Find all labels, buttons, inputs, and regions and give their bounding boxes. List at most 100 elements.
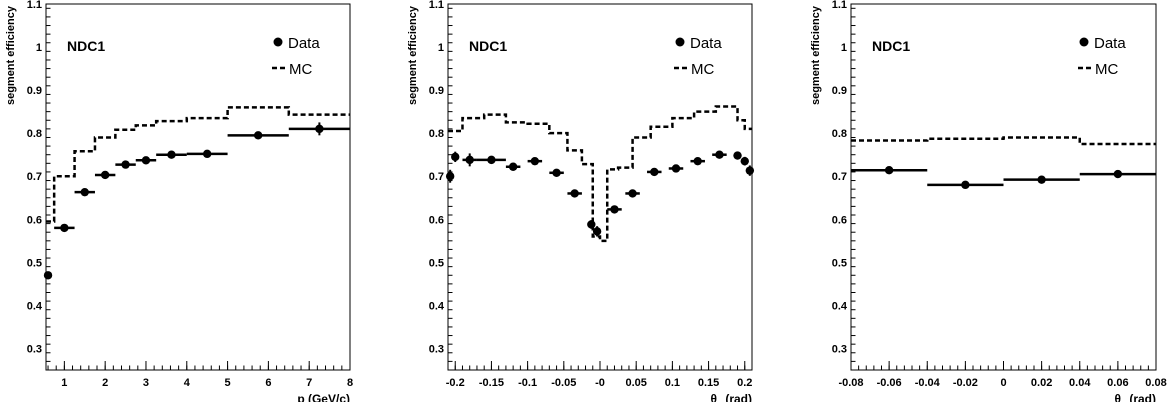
x-tick-label: -0 (595, 377, 605, 389)
data-point (570, 189, 579, 198)
data-point (628, 189, 637, 198)
data-point (202, 149, 212, 159)
data-point (592, 227, 602, 236)
x-axis-title-main: θ (1114, 392, 1121, 402)
x-tick-label: 0.06 (1107, 377, 1128, 389)
x-axis-title-unit: (rad) (722, 392, 752, 402)
data-point (715, 150, 724, 159)
x-tick-label: 3 (143, 377, 149, 389)
data-point (451, 152, 460, 162)
x-tick-label: 0.02 (1031, 377, 1052, 389)
x-tick-label: 0.2 (737, 377, 752, 389)
data-point (740, 156, 749, 166)
legend-data-marker (1079, 37, 1089, 47)
y-tick-label: 1 (841, 42, 847, 54)
x-tick-label: 8 (347, 377, 353, 389)
legend-data-label: Data (288, 35, 320, 52)
x-tick-label: 0.08 (1145, 377, 1166, 389)
x-tick-label: 0 (1000, 377, 1006, 389)
y-tick-label: 0.6 (429, 214, 444, 226)
data-point (552, 168, 561, 177)
data-point (693, 156, 702, 166)
x-tick-label: 5 (225, 377, 231, 389)
data-point (445, 172, 455, 181)
y-tick-label: 0.3 (27, 343, 42, 355)
data-point (1037, 175, 1046, 184)
y-tick-label: 0.5 (429, 257, 444, 269)
data-point (610, 205, 619, 214)
y-tick-label: 0.5 (832, 257, 847, 269)
data-point (1113, 169, 1123, 179)
panel-label: NDC1 (67, 38, 105, 54)
data-point (465, 155, 474, 165)
data-point (650, 167, 659, 177)
y-tick-label: 0.8 (429, 128, 444, 140)
data-point (487, 155, 496, 165)
x-tick-label: 7 (306, 377, 312, 389)
x-tick-label: -0.1 (518, 377, 537, 389)
y-tick-label: 1.1 (429, 0, 444, 11)
x-tick-label: 0.05 (625, 377, 646, 389)
data-point (60, 223, 69, 233)
legend-data-label: Data (690, 35, 722, 52)
x-tick-label: -0.05 (551, 377, 576, 389)
x-tick-label: -0.02 (953, 377, 978, 389)
panel-label: NDC1 (469, 38, 507, 54)
legend-data-label: Data (1094, 35, 1126, 52)
panel-label: NDC1 (872, 38, 910, 54)
plot-frame (850, 3, 1157, 371)
y-tick-label: 0.6 (832, 214, 847, 226)
data-point (100, 170, 110, 180)
y-tick-label: 0.3 (832, 343, 847, 355)
y-tick-label: 0.4 (27, 300, 43, 312)
data-point (315, 124, 324, 134)
y-tick-label: 0.7 (429, 171, 444, 183)
x-axis-title-main: p (GeV/c) (297, 392, 350, 402)
data-point (253, 131, 263, 140)
x-tick-label: 2 (102, 377, 108, 389)
y-tick-label: 0.3 (429, 343, 444, 355)
legend-mc-label: MC (1095, 61, 1118, 78)
x-tick-label: -0.15 (479, 377, 504, 389)
y-tick-label: 0.8 (27, 128, 42, 140)
x-tick-label: 0.15 (698, 377, 719, 389)
x-tick-label: 0.04 (1069, 377, 1091, 389)
data-point (121, 160, 130, 169)
y-tick-label: 0.6 (27, 214, 42, 226)
y-tick-label: 0.8 (832, 128, 847, 140)
x-tick-label: -0.08 (838, 377, 863, 389)
plot-frame (45, 3, 351, 371)
chart-panel-momentum: 0.3 0.4 0.5 0.6 0.7 0.8 0.9 1 1.1 1 2 3 4 5 6 7 8 p (GeV/… (5, 0, 353, 402)
y-tick-label: 0.4 (832, 300, 848, 312)
x-tick-label: 4 (184, 377, 191, 389)
chart-panel-theta-y: 0.3 0.4 0.5 0.6 0.7 0.8 0.9 1 1.1 -0.08 -0.06 -0.04… (810, 0, 1167, 402)
y-axis-title: segment efficiency (5, 5, 17, 105)
plot-frame (447, 3, 753, 371)
x-tick-label: -0.04 (915, 377, 941, 389)
data-point (884, 166, 894, 175)
x-axis-title-unit: (rad) (1126, 392, 1156, 402)
data-point (733, 151, 742, 160)
data-point (141, 156, 151, 165)
x-axis-title: θx (rad) (710, 392, 752, 402)
data-point (508, 162, 518, 171)
data-point (671, 164, 681, 173)
x-tick-label: -0.06 (877, 377, 902, 389)
data-point (167, 150, 176, 159)
mc-step-line (851, 136, 1156, 146)
y-tick-label: 1 (36, 42, 42, 54)
mc-step-line (448, 105, 752, 243)
y-tick-label: 0.7 (27, 171, 42, 183)
data-point (961, 180, 970, 190)
x-tick-label: 0.1 (665, 377, 680, 389)
legend-mc-label: MC (691, 61, 714, 78)
y-tick-label: 0.7 (832, 171, 847, 183)
y-tick-label: 0.5 (27, 257, 42, 269)
y-tick-label: 0.9 (832, 85, 847, 97)
data-point (80, 187, 89, 197)
y-axis-title: segment efficiency (810, 5, 822, 105)
y-tick-label: 1.1 (832, 0, 847, 11)
legend-data-marker (273, 37, 283, 47)
y-tick-label: 0.9 (429, 85, 444, 97)
